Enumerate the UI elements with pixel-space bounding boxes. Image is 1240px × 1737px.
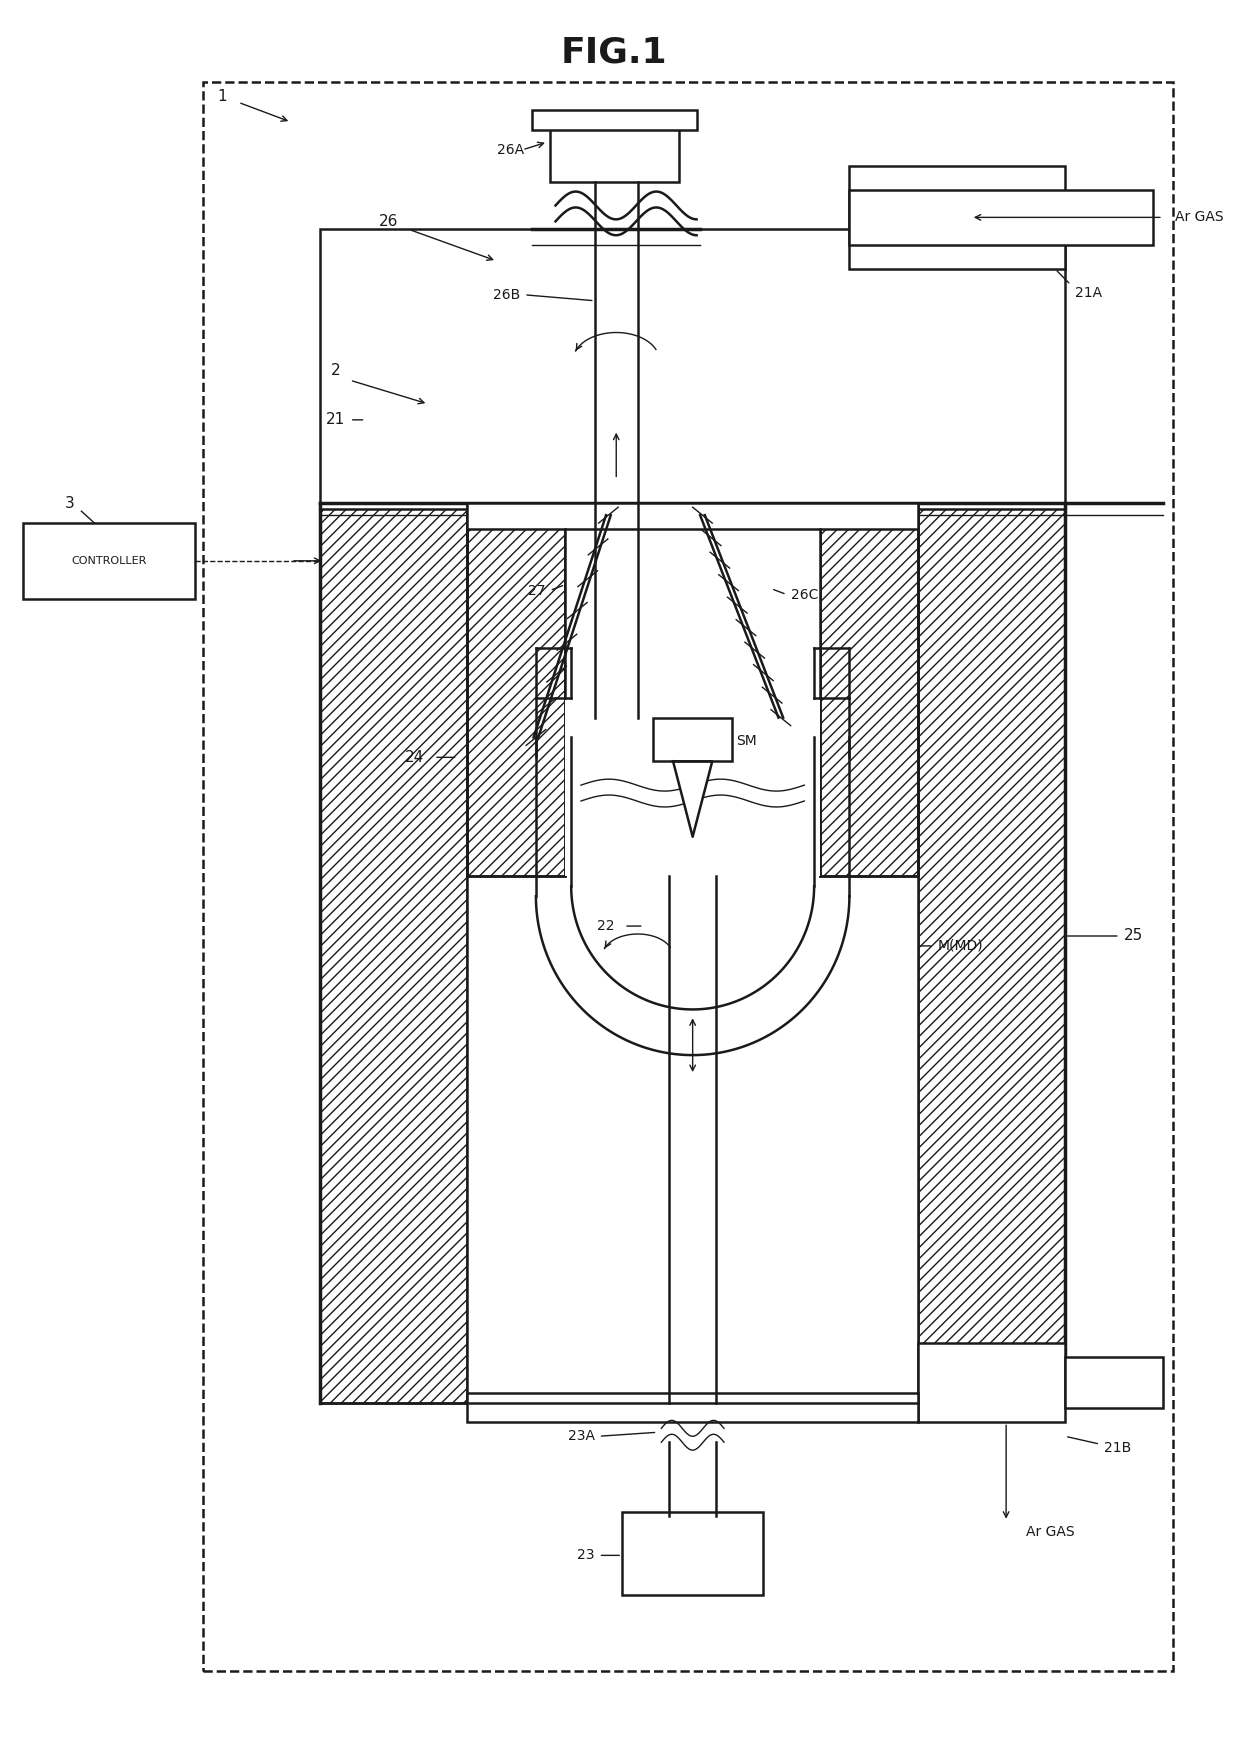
Text: M(MD): M(MD): [937, 940, 983, 954]
Text: CONTROLLER: CONTROLLER: [71, 556, 146, 566]
Text: 21B: 21B: [1104, 1442, 1131, 1456]
Polygon shape: [673, 761, 712, 837]
Text: SM: SM: [735, 735, 756, 749]
Bar: [622, 1511, 763, 1595]
Text: 26: 26: [379, 214, 399, 229]
Text: 1: 1: [218, 89, 227, 104]
Text: 26A: 26A: [497, 142, 525, 156]
Text: 23A: 23A: [568, 1430, 595, 1443]
Bar: [918, 509, 1065, 1402]
Text: 21A: 21A: [1075, 287, 1102, 301]
Text: Ar GAS: Ar GAS: [1025, 1525, 1074, 1539]
Text: 24: 24: [404, 750, 424, 764]
Bar: [918, 1343, 1065, 1423]
Text: Ar GAS: Ar GAS: [1174, 210, 1223, 224]
Bar: [320, 229, 1065, 504]
Text: 25: 25: [1123, 929, 1143, 943]
Bar: [467, 509, 565, 877]
Text: 23: 23: [577, 1548, 595, 1562]
Bar: [22, 523, 195, 599]
Text: FIG.1: FIG.1: [560, 35, 667, 69]
Bar: [849, 165, 1065, 269]
Text: 2: 2: [331, 363, 341, 377]
Text: 26B: 26B: [494, 288, 521, 302]
Bar: [532, 109, 697, 130]
Bar: [849, 189, 1153, 245]
Bar: [467, 1393, 918, 1423]
Text: 27: 27: [528, 584, 546, 598]
Bar: [320, 509, 467, 1402]
Bar: [467, 509, 918, 1402]
Bar: [1065, 1357, 1163, 1409]
Text: 26C: 26C: [791, 587, 818, 601]
Text: 22: 22: [596, 919, 614, 933]
Bar: [820, 509, 918, 877]
Text: 21: 21: [326, 412, 346, 427]
Bar: [467, 504, 918, 530]
Bar: [203, 82, 1173, 1671]
Bar: [820, 509, 918, 877]
Text: 3: 3: [64, 495, 74, 511]
Bar: [653, 717, 732, 761]
Bar: [549, 118, 680, 182]
Bar: [467, 509, 565, 877]
Bar: [565, 509, 820, 877]
